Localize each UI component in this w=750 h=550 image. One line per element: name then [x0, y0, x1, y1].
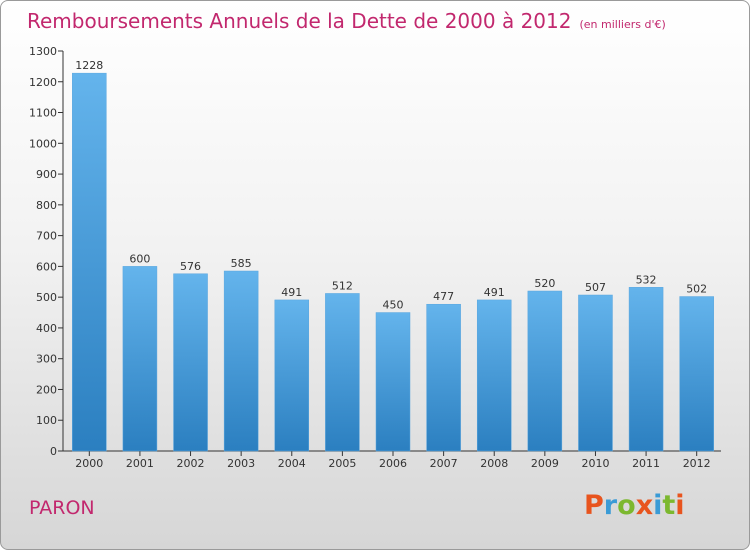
bar-value-label: 585: [231, 257, 252, 270]
axis-layer: 0 100 200 300 400 500 600 700 800 900 1000 1100 1200…: [29, 45, 721, 470]
bar-value-label: 491: [281, 286, 302, 299]
y-tick-label: 200: [36, 383, 57, 396]
y-tick-label: 300: [36, 353, 57, 366]
bar: [72, 72, 107, 452]
x-tick-label: 2010: [581, 457, 609, 470]
x-tick-label: 2006: [379, 457, 407, 470]
logo-letter: i: [653, 490, 663, 521]
bar: [173, 273, 208, 452]
bar-value-label: 1228: [75, 59, 103, 72]
logo-letter: x: [635, 490, 654, 521]
proxiti-logo: Proxiti: [584, 490, 685, 521]
chart-title: Remboursements Annuels de la Dette de 20…: [27, 9, 666, 33]
y-tick-label: 1300: [29, 45, 57, 58]
bar-value-label: 502: [686, 283, 707, 296]
place-name: PARON: [29, 497, 95, 519]
bar-value-label: 512: [332, 279, 353, 292]
bar: [578, 294, 613, 452]
chart-title-text: Remboursements Annuels de la Dette de 20…: [27, 9, 572, 33]
x-tick-label: 2009: [531, 457, 559, 470]
y-tick-label: 100: [36, 414, 57, 427]
bar-value-label: 477: [433, 290, 454, 303]
bar-layer: 1228 600 576 585 491 512 450 477 491 520 507 532 502: [72, 59, 714, 452]
bar: [274, 299, 310, 452]
bar: [679, 296, 714, 452]
bar: [476, 299, 512, 452]
bar-value-label: 507: [585, 281, 606, 294]
y-tick-label: 0: [50, 445, 57, 458]
x-tick-label: 2008: [480, 457, 508, 470]
y-tick-label: 700: [36, 230, 57, 243]
bar: [325, 293, 360, 452]
y-tick-label: 1100: [29, 107, 57, 120]
x-tick-label: 2004: [278, 457, 306, 470]
bar-value-label: 576: [180, 260, 201, 273]
x-tick-label: 2011: [632, 457, 660, 470]
bar-value-label: 520: [534, 277, 555, 290]
bar-value-label: 450: [383, 299, 404, 312]
y-tick-label: 900: [36, 168, 57, 181]
bar: [122, 266, 158, 452]
bar: [375, 312, 411, 452]
y-tick-label: 1200: [29, 76, 57, 89]
y-tick-label: 600: [36, 260, 57, 273]
y-tick-label: 800: [36, 199, 57, 212]
bar: [426, 303, 461, 452]
x-tick-label: 2005: [328, 457, 356, 470]
x-tick-label: 2002: [177, 457, 205, 470]
bar-value-label: 600: [129, 252, 150, 265]
bar: [527, 290, 563, 452]
x-tick-label: 2012: [683, 457, 711, 470]
x-tick-label: 2003: [227, 457, 255, 470]
y-tick-label: 500: [36, 291, 57, 304]
logo-letter: r: [603, 490, 618, 521]
bar-value-label: 532: [636, 273, 657, 286]
bar-value-label: 491: [484, 286, 505, 299]
bar: [628, 287, 664, 452]
x-tick-label: 2001: [126, 457, 154, 470]
y-tick-label: 400: [36, 322, 57, 335]
logo-letter: P: [584, 490, 604, 521]
logo-letter: i: [675, 490, 685, 521]
x-tick-label: 2007: [430, 457, 458, 470]
chart-subtitle: (en milliers d'€): [579, 18, 666, 31]
logo-letter: o: [617, 490, 636, 521]
x-tick-label: 2000: [75, 457, 103, 470]
logo-letter: t: [662, 490, 676, 521]
y-tick-label: 1000: [29, 137, 57, 150]
bar: [223, 270, 259, 452]
